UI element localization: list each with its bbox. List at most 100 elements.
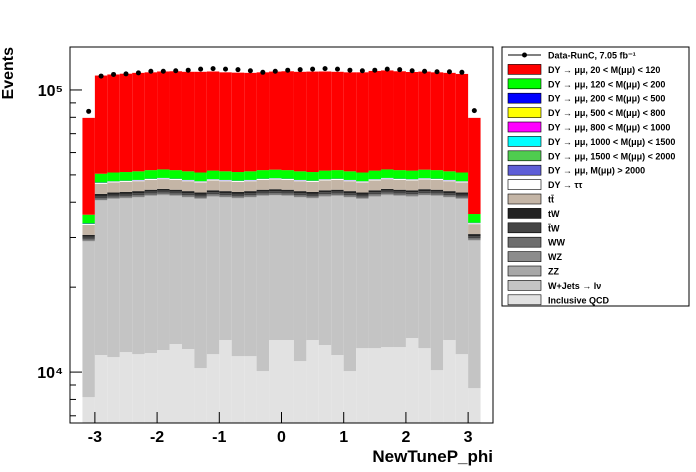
histogram-segment xyxy=(256,72,270,171)
histogram-segment xyxy=(455,198,469,199)
histogram-segment xyxy=(331,179,344,180)
histogram-segment xyxy=(231,72,245,173)
histogram-segment xyxy=(468,239,481,241)
histogram-segment xyxy=(443,191,456,194)
histogram-segment xyxy=(181,191,195,194)
histogram-segment xyxy=(393,193,406,196)
histogram-segment xyxy=(119,181,133,182)
legend-swatch xyxy=(507,121,542,133)
histogram-segment xyxy=(82,117,95,215)
histogram-segment xyxy=(194,71,207,173)
histogram-segment xyxy=(381,192,394,195)
histogram-segment xyxy=(281,340,294,423)
histogram-segment xyxy=(306,340,319,423)
histogram-segment xyxy=(293,71,307,172)
histogram-segment xyxy=(318,345,332,423)
histogram-segment xyxy=(219,195,232,197)
histogram-segment xyxy=(405,170,419,180)
histogram-segment xyxy=(194,194,207,197)
histogram-segment xyxy=(455,182,469,193)
histogram-segment xyxy=(468,117,481,215)
histogram-segment xyxy=(343,191,357,194)
histogram-segment xyxy=(244,195,257,197)
histogram-segment xyxy=(381,195,394,348)
histogram-segment xyxy=(119,193,133,196)
histogram-segment xyxy=(132,196,145,198)
histogram-segment xyxy=(430,170,444,179)
histogram-segment xyxy=(455,354,469,423)
histogram-segment xyxy=(181,180,195,182)
legend-swatch xyxy=(507,179,542,190)
histogram-segment xyxy=(393,347,406,423)
histogram-segment xyxy=(418,71,431,170)
histogram-segment xyxy=(119,172,133,181)
histogram-segment xyxy=(94,182,108,184)
histogram-segment xyxy=(269,194,282,196)
histogram-segment xyxy=(381,179,394,189)
histogram-segment xyxy=(219,340,232,423)
histogram-segment xyxy=(181,193,195,196)
legend-label: DY → μμ, 1500 < M(μμ) < 2000 xyxy=(548,151,675,161)
histogram-segment xyxy=(206,190,220,193)
histogram-segment xyxy=(181,197,195,350)
histogram-segment xyxy=(82,240,95,242)
histogram-segment xyxy=(157,169,170,178)
histogram-segment xyxy=(343,72,357,172)
histogram-segment xyxy=(144,353,158,423)
histogram-segment xyxy=(405,338,419,423)
histogram-segment xyxy=(181,196,195,198)
histogram-segment xyxy=(107,74,120,173)
histogram-segment xyxy=(132,181,145,192)
histogram-segment xyxy=(157,194,170,195)
histogram-segment xyxy=(356,196,369,199)
histogram-segment xyxy=(443,171,456,180)
histogram-segment xyxy=(82,224,95,235)
histogram-segment xyxy=(381,347,394,423)
histogram-segment xyxy=(381,190,394,193)
histogram-segment xyxy=(430,196,444,371)
histogram-segment xyxy=(331,170,344,179)
histogram-segment xyxy=(244,197,257,357)
histogram-segment xyxy=(194,199,207,369)
data-point xyxy=(210,66,216,72)
histogram-segment xyxy=(194,181,207,183)
histogram-segment xyxy=(468,238,481,240)
histogram-segment xyxy=(281,193,294,196)
histogram-segment xyxy=(455,192,469,195)
histogram-segment xyxy=(181,195,195,197)
histogram-segment xyxy=(306,198,319,341)
histogram-segment xyxy=(157,179,170,189)
histogram-segment xyxy=(256,189,270,192)
histogram-segment xyxy=(144,179,158,180)
histogram-segment xyxy=(430,193,444,196)
histogram-segment xyxy=(144,195,158,196)
histogram-segment xyxy=(119,198,133,353)
histogram-segment xyxy=(306,197,319,199)
data-point xyxy=(310,66,316,72)
histogram-segment xyxy=(393,196,406,348)
histogram-segment xyxy=(331,193,344,196)
histogram-segment xyxy=(169,170,182,179)
histogram-segment xyxy=(318,190,332,193)
histogram-segment xyxy=(244,196,257,198)
histogram-segment xyxy=(269,179,282,190)
histogram-segment xyxy=(343,371,357,423)
histogram-segment xyxy=(206,179,220,181)
data-point xyxy=(359,68,365,74)
x-tick-label: -1 xyxy=(212,429,226,446)
histogram-segment xyxy=(343,171,357,180)
histogram-segment xyxy=(455,199,469,355)
legend-swatch xyxy=(507,164,542,176)
histogram-segment xyxy=(418,179,431,190)
histogram-segment xyxy=(418,189,431,192)
plot-area xyxy=(82,66,481,423)
histogram-segment xyxy=(94,193,108,196)
histogram-segment xyxy=(231,181,245,182)
histogram-segment xyxy=(293,171,307,180)
data-point xyxy=(160,68,166,74)
histogram-segment xyxy=(281,179,294,190)
x-tick-label: 0 xyxy=(277,429,286,446)
histogram-segment xyxy=(343,181,357,192)
y-axis-label: Events xyxy=(0,47,17,100)
x-tick-label: 2 xyxy=(401,429,410,446)
